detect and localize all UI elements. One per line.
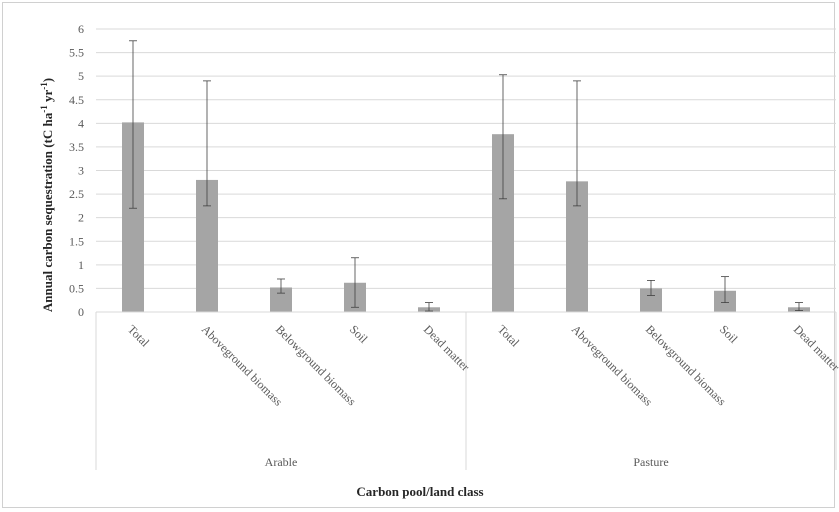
category-label: Belowground biomass	[273, 322, 359, 408]
y-axis-title-mid: yr	[40, 90, 55, 106]
bar	[270, 287, 292, 312]
category-label: Soil	[717, 322, 741, 346]
category-label: Belowground biomass	[643, 322, 729, 408]
y-tick-label: 3.5	[69, 140, 84, 154]
y-tick-label: 2	[78, 211, 84, 225]
bars	[122, 122, 810, 312]
y-tick-label: 0	[78, 305, 84, 319]
y-axis-title-main: Annual carbon sequestration (tC ha	[40, 112, 55, 312]
x-axis	[95, 311, 837, 470]
y-tick-labels: 0 0.5 1 1.5 2 2.5 3 3.5 4 4.5 5 5.5 6	[69, 22, 84, 319]
y-tick-label: 4	[78, 116, 84, 130]
category-label: Aboveground biomass	[569, 322, 656, 409]
category-label: Total	[125, 322, 153, 350]
group-labels: Arable Pasture	[265, 455, 669, 469]
bar	[122, 122, 144, 312]
y-tick-label: 1	[78, 258, 84, 272]
y-axis-title-sup1: -1	[39, 105, 49, 113]
bar	[640, 288, 662, 312]
y-tick-label: 5.5	[69, 46, 84, 60]
group-label: Pasture	[633, 455, 668, 469]
bar	[196, 179, 218, 312]
y-axis-title-end: )	[40, 78, 55, 82]
y-tick-label: 2.5	[69, 187, 84, 201]
category-label: Total	[495, 322, 523, 350]
y-tick-label: 3	[78, 164, 84, 178]
bar	[566, 181, 588, 312]
y-tick-label: 5	[78, 69, 84, 83]
y-tick-label: 1.5	[69, 234, 84, 248]
y-tick-label: 6	[78, 22, 84, 36]
category-label: Dead matter	[421, 322, 473, 374]
bar	[492, 134, 514, 312]
category-label: Aboveground biomass	[199, 322, 286, 409]
y-tick-label: 0.5	[69, 281, 84, 295]
y-axis-title: Annual carbon sequestration (tC ha-1 yr-…	[39, 78, 55, 312]
group-label: Arable	[265, 455, 298, 469]
y-tick-label: 4.5	[69, 93, 84, 107]
y-axis-title-sup2: -1	[39, 82, 49, 90]
error-bars	[129, 40, 803, 312]
category-label: Dead matter	[791, 322, 839, 374]
gridlines	[96, 28, 836, 289]
category-label: Soil	[347, 322, 371, 346]
x-axis-title: Carbon pool/land class	[356, 484, 483, 499]
